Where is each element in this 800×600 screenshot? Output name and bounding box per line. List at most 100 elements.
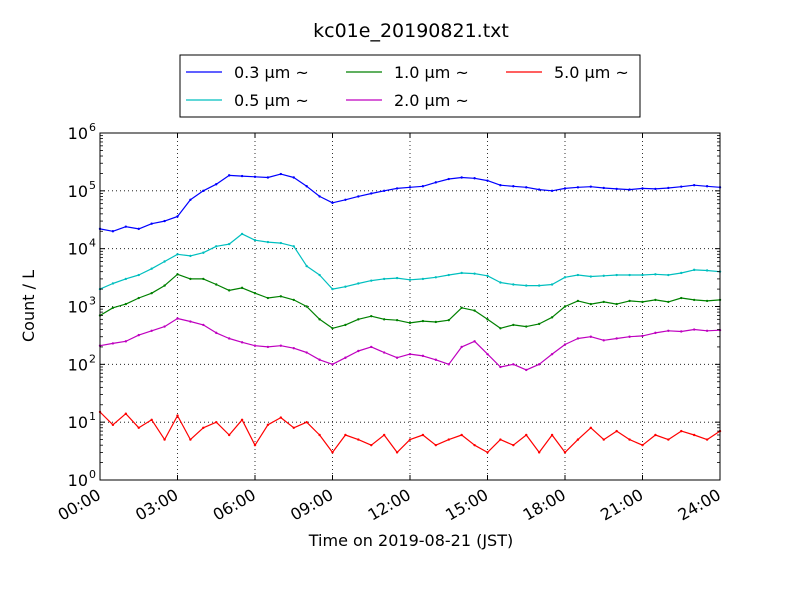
data-point bbox=[395, 318, 399, 322]
series-line bbox=[99, 411, 721, 453]
data-point bbox=[176, 414, 179, 417]
data-point bbox=[602, 438, 605, 441]
data-point bbox=[253, 291, 257, 295]
data-point bbox=[641, 300, 644, 304]
data-point bbox=[124, 340, 128, 343]
data-point bbox=[189, 198, 192, 201]
data-point bbox=[305, 420, 308, 424]
data-point bbox=[434, 443, 438, 447]
data-point bbox=[434, 320, 438, 324]
data-point bbox=[395, 187, 399, 190]
data-point bbox=[189, 254, 192, 258]
y-tick-exponent: 4 bbox=[89, 237, 96, 250]
data-point bbox=[705, 299, 709, 303]
data-point bbox=[318, 195, 321, 198]
data-point bbox=[434, 276, 438, 279]
data-point bbox=[602, 274, 605, 277]
y-tick-exponent: 6 bbox=[89, 121, 96, 134]
data-point bbox=[576, 438, 580, 441]
data-point bbox=[460, 345, 463, 349]
data-point bbox=[137, 227, 140, 231]
chart-title: kc01e_20190821.txt bbox=[313, 20, 509, 42]
data-point bbox=[292, 245, 295, 248]
data-point bbox=[537, 363, 541, 366]
data-point bbox=[563, 343, 567, 346]
series-line bbox=[99, 173, 721, 232]
data-point bbox=[370, 345, 373, 349]
data-point bbox=[473, 309, 476, 312]
data-point bbox=[163, 284, 166, 287]
y-tick-exponent: 5 bbox=[89, 179, 96, 192]
data-point bbox=[473, 272, 476, 275]
data-point bbox=[447, 318, 450, 322]
data-point bbox=[202, 277, 205, 281]
data-point bbox=[434, 181, 438, 184]
data-point bbox=[628, 438, 631, 441]
data-point bbox=[447, 438, 450, 441]
data-point bbox=[641, 273, 644, 277]
data-point bbox=[176, 253, 179, 256]
data-point bbox=[525, 368, 528, 372]
data-point bbox=[499, 438, 502, 441]
data-point bbox=[137, 296, 140, 300]
data-point bbox=[421, 185, 425, 188]
legend-entry-label: 1.0 μm ~ bbox=[394, 63, 469, 82]
data-point bbox=[395, 276, 399, 280]
data-point bbox=[253, 443, 257, 447]
series-line bbox=[99, 317, 721, 371]
data-point bbox=[370, 192, 373, 195]
data-point bbox=[512, 363, 515, 366]
data-point bbox=[111, 230, 115, 233]
data-point bbox=[654, 273, 657, 276]
data-point bbox=[215, 245, 218, 248]
data-point bbox=[344, 433, 347, 437]
data-point bbox=[408, 278, 412, 281]
data-point bbox=[563, 305, 567, 308]
data-point bbox=[705, 329, 709, 333]
y-tick-exponent: 3 bbox=[89, 295, 96, 308]
data-point bbox=[486, 318, 489, 321]
data-point bbox=[512, 323, 515, 327]
y-tick-label: 10 bbox=[68, 355, 88, 374]
data-point bbox=[525, 284, 528, 287]
legend-box bbox=[179, 54, 641, 118]
data-point bbox=[305, 351, 308, 354]
data-point bbox=[692, 433, 696, 437]
data-point bbox=[279, 172, 283, 176]
x-tick-label: 00:00 bbox=[55, 485, 104, 525]
data-point bbox=[460, 433, 463, 437]
legend-entry-label: 0.5 μm ~ bbox=[234, 91, 309, 110]
data-point bbox=[576, 299, 580, 303]
data-point bbox=[408, 321, 412, 325]
data-point bbox=[628, 188, 631, 191]
axis-ticks: 00:00 03:00 06:00 09:00 12:00 15:00 18:00 21:00… bbox=[55, 121, 724, 525]
data-point bbox=[137, 333, 140, 337]
data-point bbox=[240, 232, 244, 236]
data-point bbox=[189, 277, 192, 281]
data-point bbox=[641, 187, 644, 190]
data-point bbox=[421, 433, 425, 437]
data-point bbox=[318, 358, 321, 361]
x-tick-label: 24:00 bbox=[675, 485, 724, 525]
data-point bbox=[576, 273, 580, 277]
data-point bbox=[111, 306, 115, 309]
data-point bbox=[189, 438, 192, 441]
data-point bbox=[176, 215, 179, 218]
data-point bbox=[602, 300, 605, 304]
y-tick-exponent: 1 bbox=[89, 410, 96, 423]
data-point bbox=[460, 176, 463, 179]
data-point bbox=[331, 287, 334, 291]
data-point bbox=[602, 186, 605, 190]
data-point bbox=[525, 433, 528, 437]
data-point bbox=[344, 323, 347, 327]
data-point bbox=[279, 344, 283, 347]
data-point bbox=[537, 451, 541, 454]
data-point bbox=[692, 328, 696, 331]
data-point bbox=[331, 327, 334, 330]
data-point bbox=[227, 174, 231, 177]
data-point bbox=[589, 335, 593, 338]
data-point bbox=[395, 451, 399, 454]
data-point bbox=[563, 451, 567, 454]
y-tick-label: 10 bbox=[68, 298, 88, 317]
data-point bbox=[460, 271, 463, 275]
